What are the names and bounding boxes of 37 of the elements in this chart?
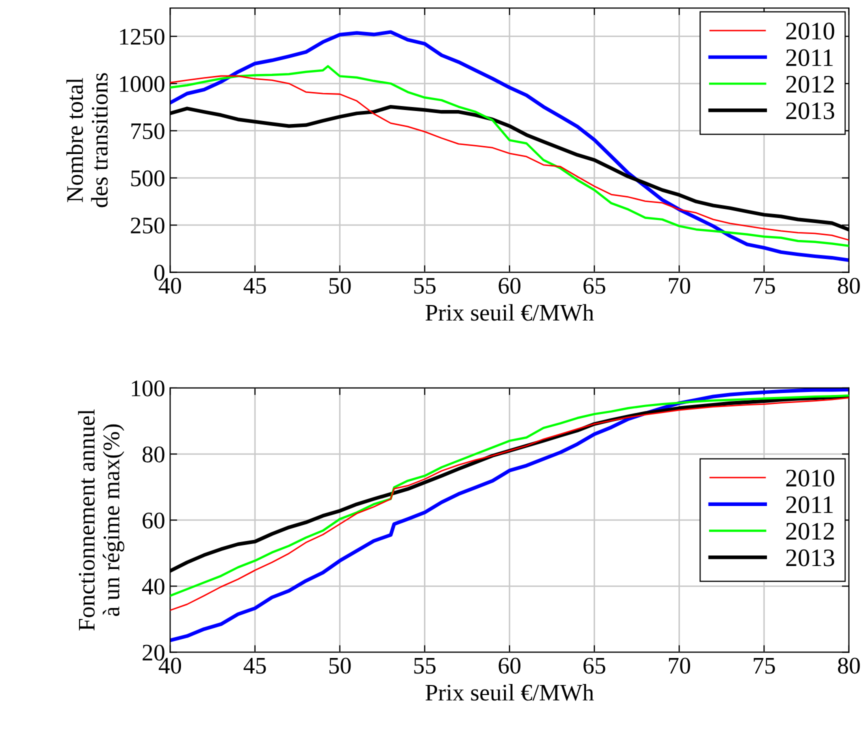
x-tick-label: 60 <box>498 278 520 294</box>
x-tick-label: 65 <box>584 278 606 294</box>
legend-label: 2012 <box>786 522 834 540</box>
y-tick-label: 1000 <box>120 76 164 92</box>
x-tick-label: 70 <box>668 658 690 674</box>
x-tick-label: 45 <box>244 658 266 674</box>
y-axis-title: Fonctionnement annuel à un régime max(%) <box>78 409 124 631</box>
y-tick-label: 100 <box>132 380 164 396</box>
x-axis-title: Prix seuil €/MWh <box>426 684 594 701</box>
x-tick-label: 55 <box>414 658 436 674</box>
legend-label: 2011 <box>786 496 833 514</box>
legend-label: 2010 <box>786 470 834 487</box>
y-tick-label: 80 <box>142 446 164 462</box>
y-tick-label: 500 <box>131 170 164 186</box>
x-tick-label: 70 <box>668 278 690 294</box>
x-tick-label: 80 <box>838 658 860 674</box>
x-tick-label: 55 <box>414 278 436 294</box>
x-tick-label: 50 <box>329 278 351 294</box>
legend-label: 2013 <box>786 102 834 120</box>
legend-label: 2011 <box>786 49 833 66</box>
x-tick-label: 75 <box>754 658 775 674</box>
y-tick-label: 750 <box>131 123 164 140</box>
y-tick-label: 40 <box>142 578 164 595</box>
y-tick-label: 60 <box>142 512 164 529</box>
y-tick-label: 1250 <box>120 28 164 45</box>
x-tick-label: 65 <box>584 658 606 674</box>
legend-label: 2010 <box>786 22 834 40</box>
legend-label: 2013 <box>786 549 834 566</box>
legend-label: 2012 <box>786 76 834 93</box>
x-tick-label: 75 <box>754 278 775 294</box>
x-tick-label: 45 <box>244 278 266 294</box>
x-tick-label: 50 <box>329 658 351 674</box>
x-tick-label: 60 <box>498 658 520 674</box>
y-tick-label: 250 <box>130 218 164 234</box>
y-axis-title: Nombre total des transitions <box>66 73 108 208</box>
x-tick-label: 80 <box>838 278 860 294</box>
x-axis-title: Prix seuil €/MWh <box>426 304 594 321</box>
